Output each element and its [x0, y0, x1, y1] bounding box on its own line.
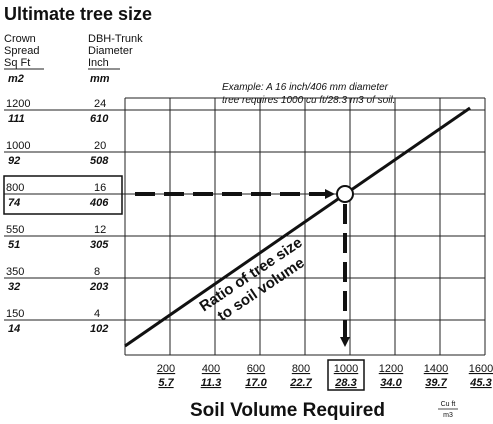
m3-label: 28.3 [334, 377, 356, 389]
cuft-label: 800 [292, 363, 310, 375]
highlight-box [3, 175, 123, 215]
cuft-label: 1400 [424, 363, 448, 375]
inch-label: 20 [94, 140, 106, 152]
m3-label: 22.7 [289, 377, 312, 389]
sqft-label: 1200 [6, 98, 30, 110]
inch-label: 4 [94, 308, 100, 320]
m2-label: 92 [8, 155, 20, 167]
cuft-label: 1600 [469, 363, 493, 375]
cuft-label: 1200 [379, 363, 403, 375]
cuft-label: 200 [157, 363, 175, 375]
m2-label: 74 [8, 197, 20, 209]
m3-label: 34.0 [380, 377, 402, 389]
example-text: tree requires 1000 cu ft/28.3 m3 of soil… [222, 95, 395, 106]
mm-label: 305 [90, 239, 109, 251]
mm-label: 102 [90, 323, 108, 335]
x-unit: m3 [443, 412, 453, 419]
sqft-label: 1000 [6, 140, 30, 152]
sqft-label: 550 [6, 224, 24, 236]
dbh-header: DBH-Trunk [88, 33, 143, 45]
crown-header: Spread [4, 45, 39, 57]
grid [4, 97, 486, 356]
cuft-label: 1000 [334, 363, 358, 375]
ratio-line [124, 106, 471, 348]
inch-label: 16 [94, 182, 106, 194]
m2-label: 111 [8, 113, 25, 125]
crown-unit: m2 [8, 73, 24, 85]
m2-label: 14 [8, 323, 20, 335]
sqft-label: 350 [6, 266, 24, 278]
example-text: Example: A 16 inch/406 mm diameter [222, 82, 389, 93]
m3-label: 5.7 [158, 377, 174, 389]
x-unit: Cu ft [441, 401, 456, 408]
dbh-header: Diameter [88, 45, 133, 57]
mm-label: 610 [90, 113, 109, 125]
mm-label: 508 [90, 155, 109, 167]
sqft-label: 150 [6, 308, 24, 320]
cuft-label: 600 [247, 363, 265, 375]
title: Ultimate tree size [4, 4, 152, 24]
crown-header: Sq Ft [4, 57, 30, 69]
cuft-label: 400 [202, 363, 220, 375]
line-label: Ratio of tree size to soil volume [197, 234, 308, 325]
inch-label: 24 [94, 98, 106, 110]
dbh-unit: mm [90, 73, 110, 85]
m3-label: 39.7 [425, 377, 447, 389]
m3-label: 11.3 [201, 377, 222, 389]
m2-label: 51 [8, 239, 20, 251]
inch-label: 8 [94, 266, 100, 278]
mm-label: 406 [89, 197, 109, 209]
x-axis-title: Soil Volume Required [190, 400, 385, 421]
m3-label: 45.3 [469, 377, 491, 389]
sqft-label: 800 [6, 182, 24, 194]
inch-label: 12 [94, 224, 106, 236]
crown-header: Crown [4, 33, 36, 45]
highlight-box [327, 359, 365, 391]
m3-label: 17.0 [245, 377, 267, 389]
dbh-header: Inch [88, 57, 109, 69]
intersection [336, 185, 354, 203]
m2-label: 32 [8, 281, 20, 293]
mm-label: 203 [89, 281, 108, 293]
